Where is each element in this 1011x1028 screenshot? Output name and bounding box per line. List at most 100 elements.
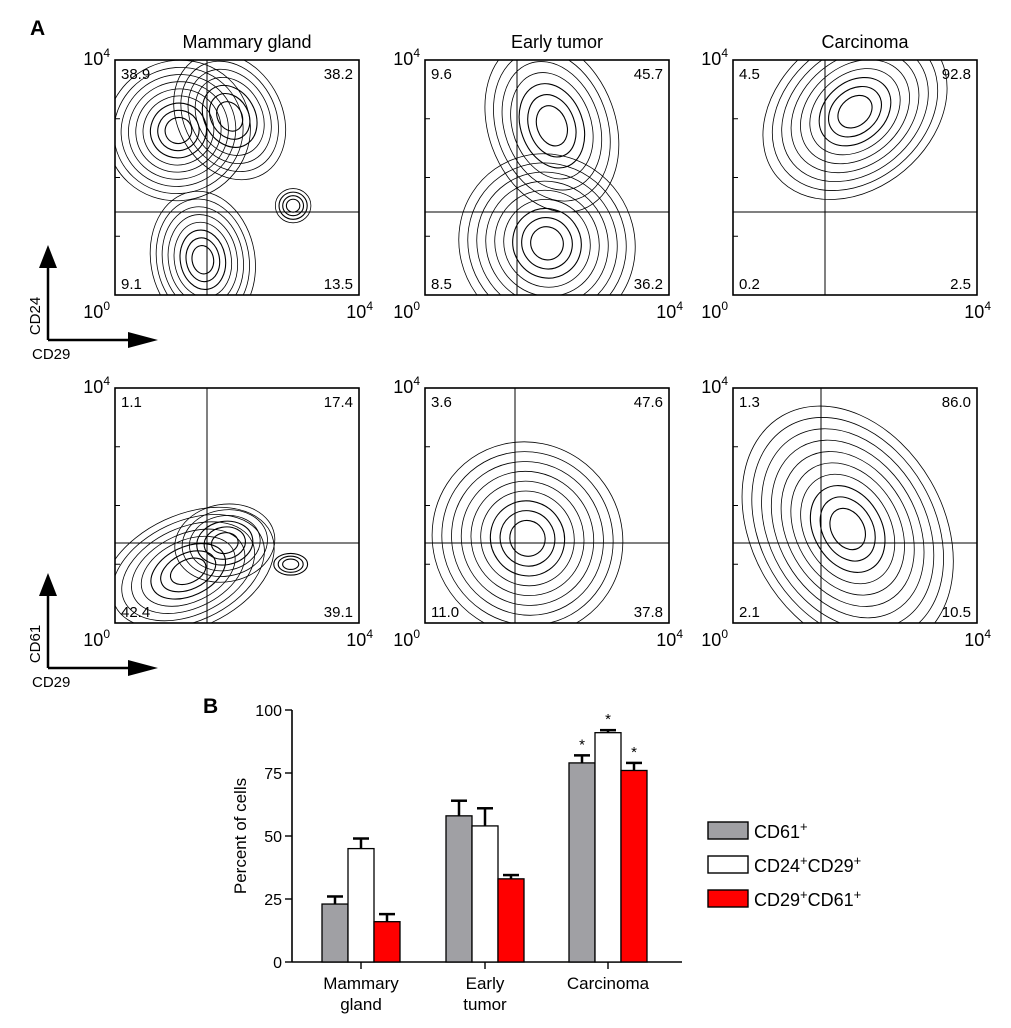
- x-arrowhead: [128, 660, 158, 676]
- column-title: Early tumor: [511, 32, 603, 52]
- plot-frame: [114, 59, 360, 296]
- axis-arrows: CD24 CD29: [27, 245, 158, 363]
- legend: CD61+ CD24+CD29+ CD29+CD61+: [707, 819, 861, 910]
- bar: [373, 921, 401, 963]
- quadrant-lower-right: 39.1: [324, 604, 353, 621]
- x-tick-label-min: 100: [83, 627, 110, 650]
- flow-plot: 3.6 47.6 11.0 37.8 104 100 104: [393, 374, 683, 650]
- y-tick-label-max: 104: [393, 46, 420, 69]
- significance-star: *: [579, 736, 585, 753]
- panel-b-label: B: [203, 695, 218, 718]
- x-tick-label-max: 104: [964, 299, 991, 322]
- bar: [347, 847, 375, 963]
- flow-plot: 38.9 38.2 9.1 13.5 104 100 104 Mammary gland: [83, 32, 373, 322]
- quadrant-lower-right: 2.5: [950, 276, 971, 293]
- contour-density: [458, 60, 636, 295]
- bar: [321, 903, 349, 963]
- quadrant-lower-left: 9.1: [121, 276, 142, 293]
- y-tick-label-max: 104: [83, 46, 110, 69]
- y-arrowhead: [39, 245, 57, 268]
- contour-density: [431, 441, 624, 623]
- contour-density: [115, 60, 312, 295]
- bar: [445, 815, 473, 963]
- panel-b-bar-chart: B 0 25 50 75 100 Percent of cells Mammary gland…: [203, 695, 861, 1014]
- y-axis-label: CD61: [27, 625, 44, 663]
- quadrant-upper-left: 38.9: [121, 66, 150, 83]
- y-tick-label-max: 104: [83, 374, 110, 397]
- legend-swatch: [707, 821, 749, 840]
- flow-plot: 9.6 45.7 8.5 36.2 104 100 104 Early tumor: [393, 32, 683, 322]
- x-tick-label-min: 100: [393, 299, 420, 322]
- x-tick-label-max: 104: [346, 627, 373, 650]
- column-title: Mammary gland: [182, 32, 311, 52]
- quadrant-lower-right: 36.2: [634, 276, 663, 293]
- contour-density: [741, 405, 954, 623]
- quadrant-upper-right: 92.8: [942, 66, 971, 83]
- bar: [568, 762, 596, 963]
- significance-star: *: [605, 711, 611, 728]
- y-tick-label: 50: [264, 829, 282, 846]
- x-tick-label-max: 104: [656, 299, 683, 322]
- x-tick-label: Mammary: [323, 974, 399, 993]
- quadrant-lower-right: 10.5: [942, 604, 971, 621]
- panel-a-label: A: [30, 17, 45, 40]
- y-tick-label-max: 104: [701, 374, 728, 397]
- quadrant-lower-right: 37.8: [634, 604, 663, 621]
- flow-plot: 1.1 17.4 42.4 39.1 104 100 104: [83, 374, 373, 650]
- bar: [497, 878, 525, 963]
- legend-label: CD29+CD61+: [754, 887, 861, 910]
- significance-star: *: [631, 744, 637, 761]
- quadrant-lower-left: 8.5: [431, 276, 452, 293]
- quadrant-upper-left: 4.5: [739, 66, 760, 83]
- legend-swatch: [707, 855, 749, 874]
- quadrant-upper-right: 17.4: [324, 394, 353, 411]
- quadrant-lower-left: 42.4: [121, 604, 150, 621]
- x-arrowhead: [128, 332, 158, 348]
- quadrant-upper-right: 86.0: [942, 394, 971, 411]
- plot-frame: [732, 59, 978, 296]
- quadrant-lower-left: 11.0: [431, 604, 459, 621]
- plot-frame: [424, 387, 670, 624]
- y-tick-label: 100: [255, 703, 282, 720]
- quadrant-upper-left: 1.1: [121, 394, 142, 411]
- quadrant-lower-right: 13.5: [324, 276, 353, 293]
- x-tick-label: gland: [340, 995, 382, 1014]
- panel-a-flow-plots: A 38.9 38.2 9.1 13.5 104 100 104 Mammary gland 9…: [27, 17, 991, 691]
- x-tick-label-max: 104: [964, 627, 991, 650]
- y-tick-label: 25: [264, 892, 282, 909]
- contour-density: [762, 60, 948, 200]
- axis-arrows: CD61 CD29: [27, 573, 158, 691]
- quadrant-upper-right: 45.7: [634, 66, 663, 83]
- x-tick-label: Early: [466, 974, 505, 993]
- y-axis-label: Percent of cells: [231, 778, 250, 894]
- bar: [471, 825, 499, 963]
- bar: [620, 769, 648, 963]
- x-tick-label-min: 100: [701, 299, 728, 322]
- y-tick-label: 0: [273, 955, 282, 972]
- legend-label: CD61+: [754, 819, 808, 842]
- legend-label: CD24+CD29+: [754, 853, 861, 876]
- quadrant-lower-left: 0.2: [739, 276, 760, 293]
- quadrant-lower-left: 2.1: [739, 604, 760, 621]
- flow-plot: 4.5 92.8 0.2 2.5 104 100 104 Carcinoma: [701, 32, 991, 322]
- x-tick-label: Carcinoma: [567, 974, 650, 993]
- y-tick-label: 75: [264, 766, 282, 783]
- bar: [594, 732, 622, 963]
- x-axis-label: CD29: [32, 674, 70, 691]
- y-arrowhead: [39, 573, 57, 596]
- contour-density: [115, 503, 309, 623]
- quadrant-upper-right: 38.2: [324, 66, 353, 83]
- y-axis-label: CD24: [27, 297, 44, 335]
- y-tick-label-max: 104: [393, 374, 420, 397]
- flow-plot: 1.3 86.0 2.1 10.5 104 100 104: [701, 374, 991, 650]
- x-tick-label-min: 100: [701, 627, 728, 650]
- quadrant-upper-left: 3.6: [431, 394, 452, 411]
- column-title: Carcinoma: [821, 32, 909, 52]
- x-axis-label: CD29: [32, 346, 70, 363]
- legend-swatch: [707, 889, 749, 908]
- x-tick-label-min: 100: [83, 299, 110, 322]
- plot-frame: [732, 387, 978, 624]
- x-tick-label-min: 100: [393, 627, 420, 650]
- x-tick-label-max: 104: [656, 627, 683, 650]
